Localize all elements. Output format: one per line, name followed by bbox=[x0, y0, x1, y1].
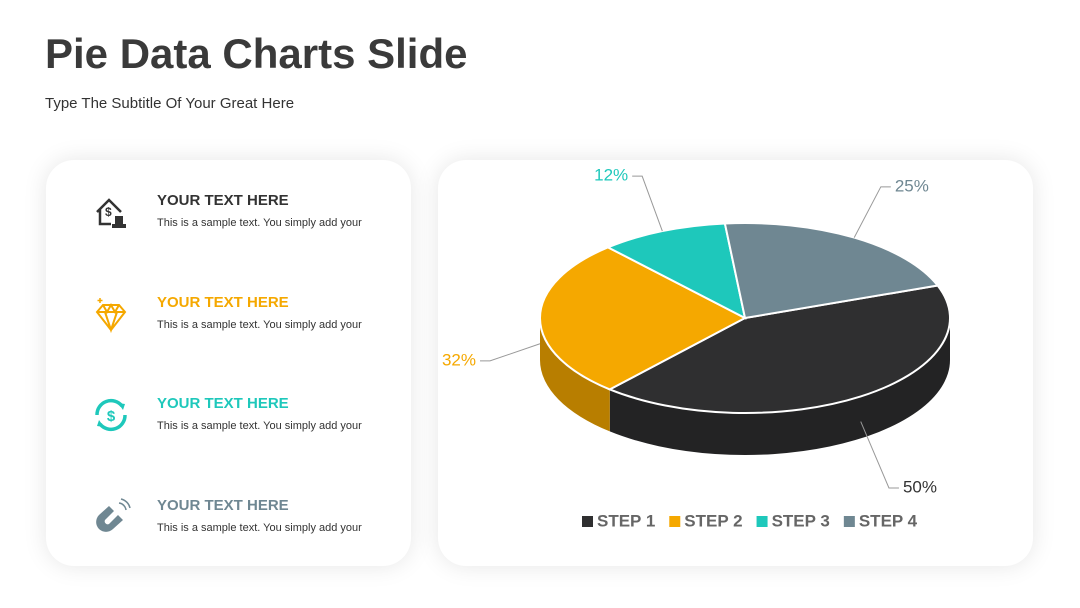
leader-line bbox=[480, 343, 541, 362]
legend-label: STEP 3 bbox=[772, 511, 830, 530]
subtitle: Type The Subtitle Of Your Great Here bbox=[45, 95, 295, 112]
data-label: 25% bbox=[895, 176, 929, 195]
pie-side bbox=[609, 318, 950, 455]
svg-text:$: $ bbox=[107, 408, 116, 425]
svg-text:$: $ bbox=[105, 205, 112, 219]
leader-line bbox=[860, 421, 899, 489]
pie-slice bbox=[723, 222, 940, 320]
icon: $ bbox=[96, 198, 126, 228]
list-item: $ YOUR TEXT HERE This is a sample text. … bbox=[91, 192, 411, 252]
legend-swatch bbox=[582, 516, 593, 527]
list-item: YOUR TEXT HERE This is a sample text. Yo… bbox=[91, 497, 411, 557]
item-title: YOUR TEXT HERE bbox=[157, 497, 289, 514]
item-title: YOUR TEXT HERE bbox=[157, 192, 289, 209]
title: Pie Data Charts Slide bbox=[45, 30, 468, 77]
item-text: This is a sample text. You simply add yo… bbox=[157, 420, 362, 432]
item-title: YOUR TEXT HERE bbox=[157, 395, 289, 412]
item-text: This is a sample text. You simply add yo… bbox=[157, 522, 362, 534]
leader-line bbox=[853, 186, 891, 238]
icon: $ bbox=[95, 398, 127, 432]
list-item: $ YOUR TEXT HERE This is a sample text. … bbox=[91, 395, 411, 455]
leader-line bbox=[632, 175, 663, 232]
icon bbox=[95, 298, 127, 334]
list-item: YOUR TEXT HERE This is a sample text. Yo… bbox=[91, 294, 411, 354]
item-text: This is a sample text. You simply add yo… bbox=[157, 217, 362, 229]
legend-swatch bbox=[843, 516, 855, 527]
legend-label: STEP 4 bbox=[859, 511, 918, 530]
item-text: This is a sample text. You simply add yo… bbox=[157, 319, 362, 331]
pie-slice bbox=[607, 284, 951, 414]
legend-swatch bbox=[669, 516, 681, 527]
icon bbox=[96, 498, 131, 532]
legend-label: STEP 1 bbox=[597, 511, 655, 530]
item-title: YOUR TEXT HERE bbox=[157, 294, 289, 311]
pie-slice bbox=[539, 246, 748, 391]
data-label: 12% bbox=[594, 166, 628, 185]
data-label: 32% bbox=[442, 350, 476, 369]
pie-side bbox=[540, 318, 610, 432]
legend-label: STEP 2 bbox=[684, 511, 742, 530]
list-card: $ YOUR TEXT HERE This is a sample text. … bbox=[46, 160, 411, 566]
legend-swatch bbox=[756, 516, 768, 527]
data-label: 50% bbox=[903, 477, 937, 496]
pie-slice bbox=[605, 222, 747, 320]
